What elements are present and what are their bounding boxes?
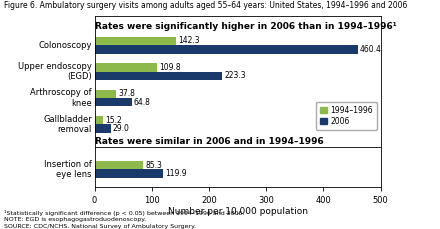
Text: 142.3: 142.3: [178, 36, 199, 45]
Bar: [95, 45, 358, 54]
Text: 15.2: 15.2: [105, 116, 122, 125]
Bar: [95, 161, 143, 169]
Bar: [95, 37, 176, 45]
Text: 223.3: 223.3: [224, 71, 246, 80]
Bar: [95, 63, 158, 72]
Text: 37.8: 37.8: [118, 89, 135, 98]
X-axis label: Number per 10,000 population: Number per 10,000 population: [168, 207, 308, 216]
Text: 119.9: 119.9: [165, 169, 187, 178]
Bar: [95, 90, 116, 98]
Bar: [95, 72, 222, 80]
Bar: [95, 125, 111, 133]
Text: SOURCE: CDC/NCHS, National Survey of Ambulatory Surgery.: SOURCE: CDC/NCHS, National Survey of Amb…: [4, 224, 196, 229]
Text: 109.8: 109.8: [159, 63, 181, 72]
Text: Rates were similar in 2006 and in 1994–1996: Rates were similar in 2006 and in 1994–1…: [95, 137, 323, 146]
Text: Figure 6. Ambulatory surgery visits among adults aged 55–64 years: United States: Figure 6. Ambulatory surgery visits amon…: [4, 1, 408, 10]
Text: 460.4: 460.4: [359, 45, 381, 54]
Text: 85.3: 85.3: [145, 161, 162, 170]
Text: 64.8: 64.8: [133, 98, 150, 107]
Bar: [95, 116, 103, 125]
Text: 29.0: 29.0: [113, 124, 130, 133]
Text: Rates were significantly higher in 2006 than in 1994–1996¹: Rates were significantly higher in 2006 …: [95, 22, 396, 31]
Text: NOTE: EGD is esophagogastroduodenoscopy.: NOTE: EGD is esophagogastroduodenoscopy.: [4, 217, 147, 222]
Bar: [95, 98, 132, 106]
Legend: 1994–1996, 2006: 1994–1996, 2006: [316, 102, 377, 130]
Text: ¹Statistically significant difference (p < 0.05) between 1994–1996 and 2006.: ¹Statistically significant difference (p…: [4, 210, 245, 215]
Bar: [95, 169, 163, 178]
